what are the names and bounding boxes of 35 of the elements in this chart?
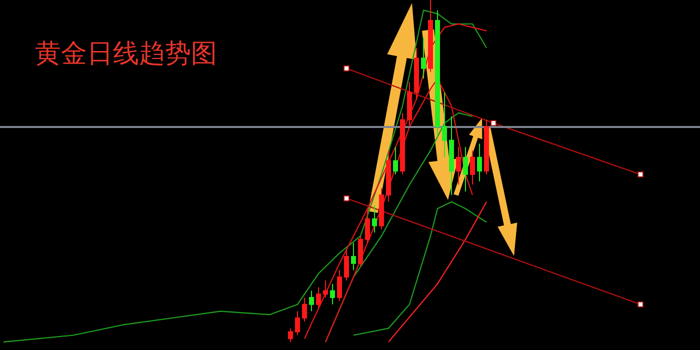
candlestick bbox=[372, 204, 377, 234]
candlestick bbox=[365, 208, 370, 244]
candlestick bbox=[435, 10, 440, 138]
point bbox=[344, 65, 350, 72]
candlestick bbox=[302, 297, 307, 322]
candlestick bbox=[456, 146, 461, 186]
candlestick bbox=[386, 150, 391, 202]
candlestick bbox=[477, 143, 482, 182]
point bbox=[638, 301, 644, 308]
candlestick bbox=[428, 0, 433, 72]
candlestick bbox=[358, 235, 363, 268]
point bbox=[638, 171, 644, 178]
candlestick bbox=[351, 242, 356, 271]
candlestick bbox=[337, 270, 342, 302]
candlestick bbox=[463, 146, 468, 192]
candlestick bbox=[309, 290, 314, 312]
candlestick bbox=[288, 328, 293, 342]
candlestick bbox=[407, 82, 412, 128]
candlestick bbox=[400, 112, 405, 175]
candlestick bbox=[316, 286, 321, 308]
candlestick bbox=[344, 249, 349, 281]
candlestick bbox=[330, 283, 335, 305]
candlestick bbox=[484, 119, 489, 175]
candlestick bbox=[442, 92, 447, 158]
text: 黄金日线趋势图 bbox=[35, 39, 217, 69]
candlestick bbox=[379, 188, 384, 230]
candlestick bbox=[414, 47, 419, 100]
candlestick bbox=[393, 146, 398, 175]
point bbox=[344, 195, 350, 202]
candlestick bbox=[295, 310, 300, 336]
candlestick bbox=[449, 116, 454, 196]
point bbox=[490, 120, 496, 126]
candlestick bbox=[323, 280, 328, 298]
candlestick bbox=[421, 37, 426, 80]
candlestick bbox=[470, 150, 475, 186]
